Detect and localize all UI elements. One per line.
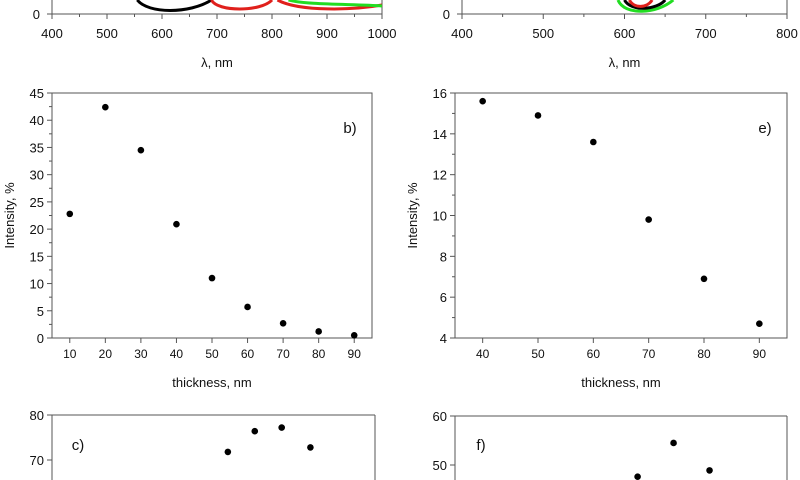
data-point xyxy=(534,112,542,119)
y-tick-label: 8 xyxy=(440,249,447,264)
y-tick-label: 35 xyxy=(30,140,44,155)
data-point xyxy=(251,427,259,435)
y-tick-label: 0 xyxy=(37,331,44,346)
y-axis-label: Intensity, % xyxy=(2,182,17,249)
x-tick-label: 80 xyxy=(697,347,711,361)
plot-frame-e xyxy=(454,92,788,339)
y-tick-label: 30 xyxy=(30,168,44,183)
x-tick-label: 700 xyxy=(206,26,228,41)
x-tick-label: 800 xyxy=(261,26,283,41)
data-point xyxy=(645,216,652,223)
x-tick-label: 1000 xyxy=(368,26,397,41)
y-tick-label: 14 xyxy=(433,127,447,142)
x-tick-label: 800 xyxy=(776,26,798,41)
x-tick-label: 400 xyxy=(41,26,63,41)
x-tick-label: 90 xyxy=(348,347,362,361)
data-point xyxy=(700,275,708,283)
y-tick-label: 10 xyxy=(433,209,447,224)
x-tick-label: 60 xyxy=(587,347,601,361)
x-axis-label: thickness, nm xyxy=(581,375,660,390)
data-point xyxy=(224,448,232,456)
y-tick-label: 16 xyxy=(433,86,447,101)
y-tick-label: 0 xyxy=(33,7,40,22)
data-point xyxy=(278,424,285,431)
x-tick-label: 40 xyxy=(170,347,184,361)
data-point xyxy=(244,303,251,311)
data-point xyxy=(756,320,763,328)
y-tick-label: 6 xyxy=(440,290,447,305)
x-tick-label: 10 xyxy=(63,347,77,361)
spectrum-curve xyxy=(623,0,667,10)
x-tick-label: 50 xyxy=(531,347,545,361)
x-tick-label: 80 xyxy=(312,347,326,361)
data-point xyxy=(208,274,216,282)
spectrum-curve xyxy=(136,0,213,12)
panel-label: f) xyxy=(476,437,485,454)
data-point xyxy=(670,439,677,447)
x-tick-label: 700 xyxy=(695,26,717,41)
y-tick-label: 10 xyxy=(30,277,44,292)
x-tick-label: 600 xyxy=(151,26,173,41)
x-tick-label: 50 xyxy=(205,347,219,361)
y-tick-label: 12 xyxy=(433,168,447,183)
x-axis-label: thickness, nm xyxy=(172,375,251,390)
spectrum-curve xyxy=(628,0,654,8)
data-point xyxy=(315,328,322,335)
x-tick-label: 500 xyxy=(96,26,118,41)
data-point xyxy=(102,103,109,111)
data-point xyxy=(706,467,713,474)
y-tick-label: 5 xyxy=(37,304,44,319)
data-point xyxy=(307,444,314,451)
spectrum-curve xyxy=(210,0,274,11)
data-point xyxy=(173,220,180,228)
data-point xyxy=(137,146,145,154)
y-tick-label: 20 xyxy=(30,222,44,237)
plot-frame-b xyxy=(51,92,373,339)
x-tick-label: 30 xyxy=(134,347,148,361)
y-tick-label: 4 xyxy=(440,331,447,346)
y-tick-label: 50 xyxy=(433,458,447,473)
y-tick-label: 25 xyxy=(30,195,44,210)
data-point xyxy=(590,138,597,146)
y-tick-label: 0 xyxy=(443,7,450,22)
y-tick-label: 15 xyxy=(30,249,44,264)
y-tick-label: 70 xyxy=(30,453,44,468)
panel-label: c) xyxy=(72,437,85,454)
data-point xyxy=(479,97,486,105)
x-tick-label: 40 xyxy=(476,347,490,361)
x-tick-label: 400 xyxy=(451,26,473,41)
y-tick-label: 45 xyxy=(30,86,44,101)
x-tick-label: 70 xyxy=(276,347,290,361)
spectrum-curve xyxy=(288,0,383,8)
x-tick-label: 90 xyxy=(753,347,767,361)
x-axis-label: λ, nm xyxy=(609,55,641,70)
y-tick-label: 60 xyxy=(433,409,447,424)
x-tick-label: 70 xyxy=(642,347,656,361)
y-tick-label: 40 xyxy=(30,113,44,128)
y-tick-label: 80 xyxy=(30,408,44,423)
x-tick-label: 600 xyxy=(614,26,636,41)
x-tick-label: 900 xyxy=(316,26,338,41)
panel-label: e) xyxy=(758,120,771,137)
x-tick-label: 60 xyxy=(241,347,255,361)
x-tick-label: 20 xyxy=(99,347,113,361)
y-axis-label: Intensity, % xyxy=(405,182,420,249)
x-axis-label: λ, nm xyxy=(201,55,233,70)
data-point xyxy=(279,320,287,327)
panel-label: b) xyxy=(343,120,356,137)
data-point xyxy=(66,210,74,218)
data-point xyxy=(634,473,641,480)
spectrum-curve xyxy=(616,0,675,13)
x-tick-label: 500 xyxy=(532,26,554,41)
data-point xyxy=(350,331,358,339)
